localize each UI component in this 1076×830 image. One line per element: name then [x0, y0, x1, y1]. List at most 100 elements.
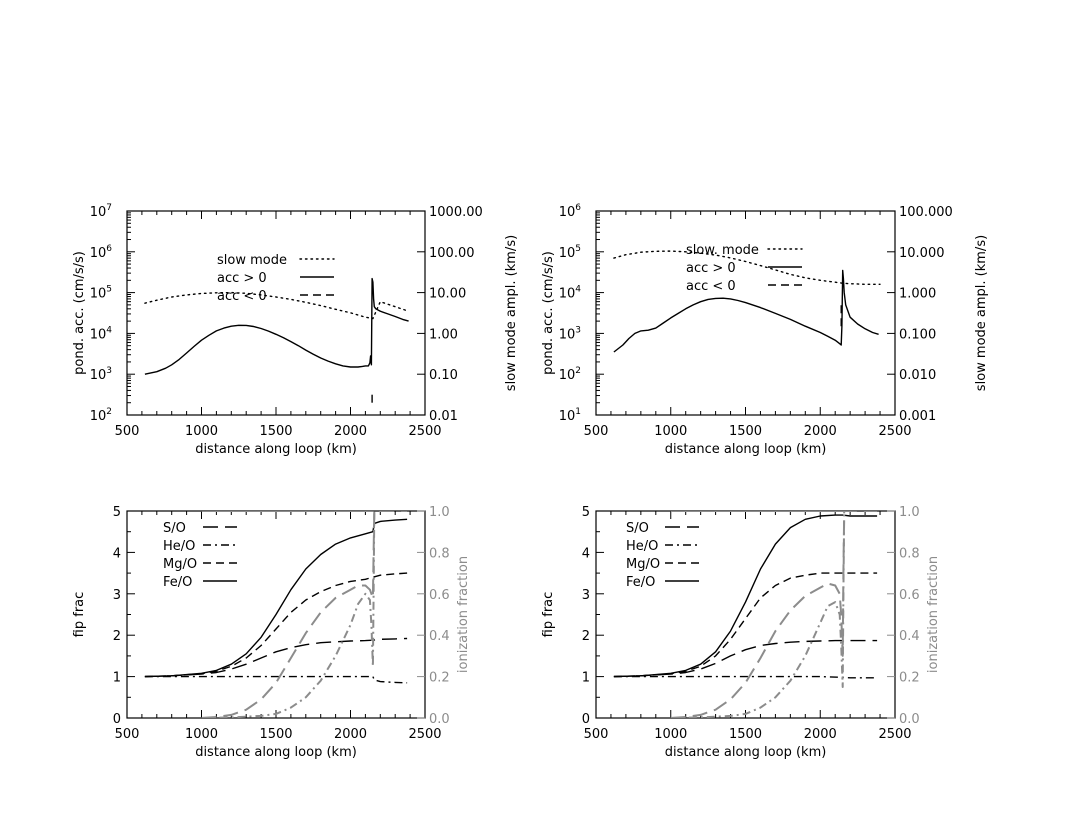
y-tick-label: 105 — [90, 285, 112, 302]
legend-label: He/O — [163, 539, 195, 554]
series-line-slow-mode — [613, 250, 881, 285]
legend-label: slow mode — [217, 253, 287, 268]
y-tick-label: 107 — [90, 203, 112, 220]
series-line-s-o — [613, 639, 878, 678]
y-tick-label: 102 — [90, 407, 112, 424]
x-axis-label: distance along loop (km) — [195, 745, 357, 760]
y-axis-label: fip frac — [72, 592, 87, 638]
y2-tick-label: 0.2 — [429, 671, 450, 686]
chart-panel-bottom-right: 500 1000 1500 2000 2500 0 1 2 3 4 5 0.0 0.2 0.4 0.6 0.8… — [541, 505, 941, 760]
y2-tick-label: 0.6 — [899, 588, 920, 603]
legend-label: slow. mode — [686, 243, 759, 258]
y-axis-label: pond. acc. (cm/s/s) — [72, 251, 87, 375]
y-tick-label: 4 — [113, 546, 121, 561]
y2-tick-label: 100.00 — [429, 246, 475, 261]
legend-label: Fe/O — [626, 575, 655, 590]
y2-tick-label: 0.100 — [899, 327, 936, 342]
y-tick-label: 104 — [559, 285, 582, 302]
y2-tick-label: 0.8 — [429, 546, 450, 561]
series-line-ionization-he- — [670, 511, 846, 718]
y2-tick-label: 1.00 — [429, 327, 458, 342]
series-group — [613, 250, 881, 353]
series-line-acc-0 — [144, 277, 409, 375]
series-line-ionization-he- — [201, 511, 376, 718]
series-line-acc-0 — [613, 269, 879, 353]
y2-axis-label: slow mode ampl. (km/s) — [974, 235, 989, 391]
y2-tick-label: 0.001 — [899, 409, 936, 424]
plot-frame — [126, 210, 426, 416]
x-tick-label: 2000 — [804, 424, 837, 439]
legend-label: acc < 0 — [686, 279, 736, 294]
x-axis-label: distance along loop (km) — [665, 442, 827, 457]
y-tick-label: 106 — [90, 244, 113, 261]
y2-tick-label: 0.2 — [899, 671, 920, 686]
x-tick-label: 2500 — [408, 727, 441, 742]
x-tick-label: 2000 — [334, 727, 367, 742]
x-tick-label: 500 — [584, 424, 609, 439]
x-tick-label: 1500 — [729, 424, 762, 439]
y2-tick-label: 0.010 — [899, 368, 936, 383]
y2-tick-label: 100.000 — [899, 205, 953, 220]
x-tick-label: 500 — [115, 727, 140, 742]
y-tick-label: 102 — [559, 366, 581, 383]
y2-axis-label: ionization fraction — [926, 556, 941, 673]
series-line-ionization-s- — [201, 511, 408, 718]
legend-label: acc > 0 — [686, 261, 736, 276]
y2-axis-label: slow mode ampl. (km/s) — [504, 235, 519, 391]
x-tick-label: 2000 — [804, 727, 837, 742]
y-tick-label: 103 — [559, 325, 581, 342]
x-axis-label: distance along loop (km) — [665, 745, 827, 760]
series-line-he-o — [144, 675, 408, 684]
x-tick-label: 1000 — [654, 424, 687, 439]
series-group — [144, 511, 408, 718]
y2-axis-label: ionization fraction — [456, 556, 471, 673]
y2-tick-label: 0.01 — [429, 409, 458, 424]
series-line-mg-o — [613, 572, 878, 678]
y2-tick-label: 10.000 — [899, 246, 945, 261]
legend-label: Fe/O — [163, 575, 192, 590]
series-line-slow-mode — [144, 291, 408, 320]
y-tick-label: 3 — [113, 588, 121, 603]
x-tick-label: 1000 — [185, 727, 218, 742]
series-group — [613, 511, 878, 718]
y-tick-label: 0 — [113, 712, 121, 727]
x-axis-label: distance along loop (km) — [195, 442, 357, 457]
y-tick-label: 105 — [559, 244, 581, 261]
x-tick-label: 2000 — [334, 424, 367, 439]
x-tick-label: 2500 — [408, 424, 441, 439]
legend-label: Mg/O — [163, 557, 197, 572]
x-tick-label: 500 — [115, 424, 140, 439]
y2-tick-label: 0.10 — [429, 368, 458, 383]
y-tick-label: 5 — [582, 505, 590, 520]
y2-tick-label: 10.00 — [429, 287, 466, 302]
y2-tick-label: 0.6 — [429, 588, 450, 603]
chart-panel-top-right: 500 1000 1500 2000 2500 101 102 103 104 105 106 0.0… — [541, 203, 989, 457]
series-line-s-o — [144, 637, 408, 678]
x-tick-label: 1500 — [729, 727, 762, 742]
y2-tick-label: 0.0 — [899, 712, 920, 727]
y2-tick-label: 0.4 — [899, 629, 920, 644]
y-tick-label: 2 — [582, 629, 590, 644]
legend-label: acc > 0 — [217, 271, 267, 286]
x-tick-label: 2500 — [878, 727, 911, 742]
y-tick-label: 2 — [113, 629, 121, 644]
x-tick-label: 500 — [584, 727, 609, 742]
plot-frame — [595, 210, 896, 416]
chart-panel-bottom-left: 500 1000 1500 2000 2500 0 1 2 3 4 5 0.0 0.2 0.4 0.6 0.8… — [72, 505, 471, 760]
legend-label: He/O — [626, 539, 658, 554]
x-tick-label: 2500 — [878, 424, 911, 439]
legend-label: acc < 0 — [217, 289, 267, 304]
y-tick-label: 3 — [582, 588, 590, 603]
series-group — [144, 277, 409, 403]
y-axis-label: pond. acc. (cm/s/s) — [541, 251, 556, 375]
legend-label: S/O — [626, 521, 649, 536]
x-tick-label: 1000 — [185, 424, 218, 439]
y2-tick-label: 1.0 — [899, 505, 920, 520]
y2-tick-label: 1000.00 — [429, 205, 483, 220]
series-line-mg-o — [144, 572, 408, 678]
y2-tick-label: 0.4 — [429, 629, 450, 644]
y-tick-label: 106 — [559, 203, 582, 220]
y-tick-label: 4 — [582, 546, 590, 561]
y-tick-label: 101 — [559, 407, 581, 424]
